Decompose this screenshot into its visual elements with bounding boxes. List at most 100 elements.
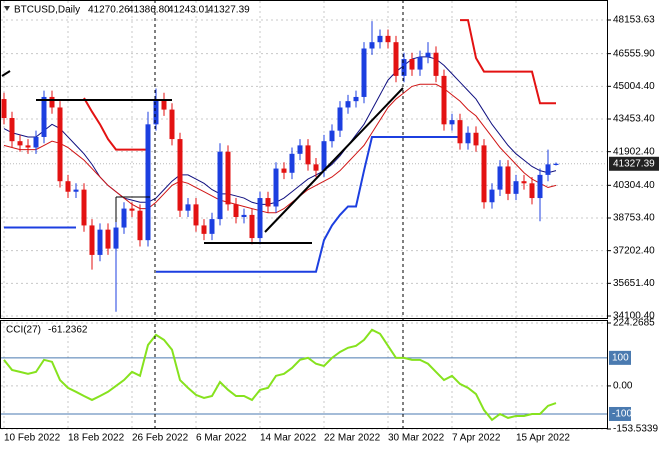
candle-body [233, 204, 239, 218]
candle-body [321, 141, 327, 171]
candle-body [201, 225, 207, 234]
candle-body [329, 130, 335, 142]
candle-body [161, 99, 167, 110]
trend-line [264, 87, 404, 233]
candle-body [537, 174, 543, 199]
y-tick-label: 34100.40 [613, 311, 655, 322]
candle-body [33, 136, 39, 148]
x-tick-label: 6 Mar 2022 [196, 433, 247, 444]
x-tick-label: 7 Apr 2022 [452, 433, 501, 444]
price-label-box [609, 156, 659, 171]
y-tick-label: 224.2685 [613, 318, 655, 329]
candle-body [97, 229, 103, 255]
candle-body [185, 204, 191, 211]
candle-body [529, 183, 535, 199]
candle-body [1, 99, 7, 119]
candle-body [273, 168, 279, 207]
y-tick-label: 48153.63 [613, 15, 655, 26]
candle-body [209, 219, 215, 234]
x-tick-label: 26 Feb 2022 [132, 433, 189, 444]
indicator-line [83, 97, 148, 151]
cci-current: -61.2362 [48, 325, 88, 336]
candle-body [385, 35, 391, 43]
y-tick-label: -153.5339 [613, 424, 658, 435]
quote-low: 41243.01 [168, 5, 210, 16]
candle-body [521, 181, 527, 184]
candle-body [17, 141, 23, 146]
x-tick-label: 18 Feb 2022 [68, 433, 125, 444]
period-separators [154, 0, 404, 428]
candle-body [297, 145, 303, 154]
candle-body [225, 151, 231, 205]
y-tick-label: 46555.90 [613, 48, 655, 59]
candle-body [193, 204, 199, 226]
cci-line [3, 328, 557, 422]
price-panel-frame [0, 0, 608, 319]
candle-body [241, 214, 247, 218]
candle-body [313, 164, 319, 171]
candle-body [449, 120, 455, 125]
candle-body [257, 198, 263, 239]
quote-high: 41386.80 [128, 5, 170, 16]
candle-body [489, 189, 495, 203]
candle-body [361, 48, 367, 97]
candle-body [393, 42, 399, 76]
candle-body [265, 198, 271, 207]
cci-title: CCI(27) [6, 325, 41, 336]
candle-body [417, 56, 423, 70]
y-tick-label: 41902.40 [613, 146, 655, 157]
price-label: 41327.39 [613, 158, 655, 169]
candle-body [289, 153, 295, 173]
candle-body [9, 118, 15, 142]
candle-body [497, 166, 503, 190]
indicator-line [460, 19, 556, 105]
quote-open: 41270.26 [88, 5, 130, 16]
candle-body [217, 151, 223, 220]
candle-body [65, 181, 71, 192]
x-tick-label: 14 Mar 2022 [260, 433, 317, 444]
candle-body [369, 42, 375, 49]
y-tick-label: 40304.40 [613, 180, 655, 191]
y-tick-label: 45004.40 [613, 81, 655, 92]
symbol-icon [4, 6, 10, 11]
y-tick-label: 37202.40 [613, 245, 655, 256]
candle-body [305, 145, 311, 165]
candle-body [433, 52, 439, 76]
drawn-objects [1, 70, 404, 244]
candle-body [129, 208, 135, 211]
candle-body [345, 101, 351, 108]
grid [1, 1, 607, 430]
candle-body [545, 164, 551, 175]
candle-body [441, 75, 447, 125]
candle-body [25, 145, 31, 148]
y-tick-label: 43453.40 [613, 114, 655, 125]
level-label-box [609, 350, 631, 365]
cci-panel-frame [0, 320, 608, 429]
candle-body [465, 132, 471, 144]
candle-body [73, 189, 79, 192]
y-tick-label: 0.00 [613, 381, 633, 392]
candle-body [505, 166, 511, 194]
candle-body [121, 208, 127, 228]
y-tick-label: 35651.40 [613, 278, 655, 289]
trend-line [1, 70, 11, 77]
candle-body [249, 214, 255, 239]
level-label: 100 [612, 353, 629, 364]
candle-body [41, 96, 47, 137]
candle-body [49, 96, 55, 108]
marks [1, 19, 559, 422]
x-tick-label: 22 Mar 2022 [324, 433, 381, 444]
candle-body [153, 99, 159, 125]
level-label-box [609, 406, 631, 421]
candle-body [473, 132, 479, 146]
candle-body [169, 109, 175, 140]
candle-body [409, 59, 415, 70]
candle-body [145, 124, 151, 241]
candle-body [281, 168, 287, 173]
candle-body [57, 107, 63, 182]
candle-body [353, 96, 359, 102]
candle-body [177, 139, 183, 211]
candle-body [113, 227, 119, 249]
